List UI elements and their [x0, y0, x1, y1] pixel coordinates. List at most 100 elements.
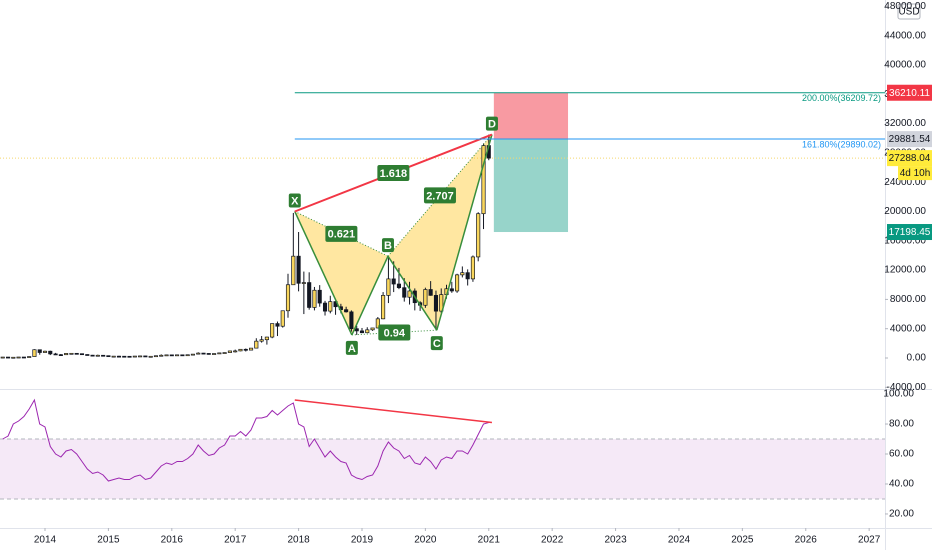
candle-body	[58, 354, 63, 356]
candle-body	[101, 354, 106, 357]
candle-body	[169, 354, 174, 357]
candle-body	[222, 352, 227, 354]
candle-body	[138, 355, 143, 358]
candle-body	[449, 288, 454, 292]
target-price-label: 17198.45	[889, 227, 931, 238]
point-label: C	[433, 338, 441, 350]
candle-body	[127, 355, 132, 358]
x-tick-label: 2021	[478, 535, 501, 546]
candle-body	[365, 329, 370, 334]
candle-body	[391, 278, 396, 285]
candle-body	[21, 356, 26, 359]
currency[interactable]: USD	[898, 7, 919, 18]
last-price-label-box	[887, 150, 932, 167]
candle-body	[481, 145, 486, 215]
candle-body	[201, 352, 206, 355]
stop-zone	[493, 92, 569, 140]
candle-body	[164, 354, 169, 357]
pattern-leg	[436, 134, 493, 331]
point-badge	[288, 193, 301, 208]
rsi-tick-label: 40.00	[889, 479, 914, 490]
countdown-box	[898, 166, 932, 181]
candle-body	[428, 289, 433, 296]
candle-body	[322, 302, 328, 312]
x-tick-label: 2016	[161, 535, 184, 546]
entry-price-label: 29881.54	[889, 134, 931, 145]
candle-body	[238, 348, 243, 352]
rsi-tick-label: 60.00	[889, 449, 914, 460]
point-label: X	[291, 195, 299, 207]
point-badge	[485, 116, 498, 131]
candle-body	[275, 323, 280, 327]
fib-level-label: 200.00%(36209.72)	[802, 93, 881, 103]
pattern-leg	[294, 211, 353, 336]
x-tick-label: 2015	[97, 535, 120, 546]
point-badge	[430, 336, 443, 351]
candle-body	[455, 274, 460, 292]
candle-body	[132, 355, 137, 358]
rsi-divergence	[294, 399, 493, 424]
point-badge	[345, 340, 358, 355]
candle-body	[291, 255, 296, 286]
candle-body	[317, 289, 322, 304]
candle-body	[212, 353, 217, 355]
candle-body	[143, 355, 148, 358]
x-tick-label: 2026	[795, 535, 818, 546]
candle-body	[423, 289, 428, 306]
candle-body	[175, 354, 180, 357]
candle-body	[439, 294, 444, 312]
y-tick-label: 48000.00	[884, 1, 926, 12]
candle-body	[381, 295, 386, 320]
x-tick-label: 2025	[731, 535, 754, 546]
candle-body	[285, 284, 291, 312]
candle-body	[296, 255, 301, 284]
candle-body	[233, 350, 238, 353]
candle-body	[11, 356, 16, 359]
candle-body	[280, 310, 285, 327]
candle-body	[307, 282, 312, 308]
ratio-badge	[423, 187, 456, 204]
candle-body	[248, 347, 254, 351]
point-label: A	[348, 343, 356, 355]
candle-body	[217, 352, 222, 355]
candle-body	[74, 352, 79, 355]
candle-body	[69, 352, 74, 355]
candle-body	[270, 323, 275, 338]
y-tick-label: 44000.00	[884, 30, 926, 41]
candle-body	[344, 309, 349, 313]
candle-body	[148, 355, 153, 358]
candle-body	[349, 311, 354, 330]
candle-body	[264, 336, 269, 341]
ratio-label: 0.94	[384, 327, 406, 339]
pattern-fill	[387, 134, 492, 331]
ratio-badge	[377, 165, 410, 182]
entry-price-label-box	[887, 131, 932, 148]
candle-body	[243, 348, 248, 351]
x-tick-label: 2014	[34, 535, 57, 546]
x-tick-label: 2019	[351, 535, 374, 546]
candle-body	[190, 353, 195, 356]
candle-body	[122, 355, 127, 358]
currency-box[interactable]	[897, 3, 921, 20]
ratio-label: 1.618	[380, 168, 408, 180]
ratio-badge	[325, 225, 358, 242]
y-tick-label: 16000.00	[884, 235, 926, 246]
candle-body	[465, 272, 470, 280]
candle-body	[470, 256, 475, 280]
candle-body	[312, 289, 317, 308]
candle-body	[359, 330, 365, 334]
rsi-tick-label: 80.00	[889, 419, 914, 430]
ratio-label: 0.621	[328, 229, 356, 241]
candle-body	[196, 352, 201, 355]
target-price-label-box	[887, 224, 932, 241]
candle-body	[32, 349, 37, 357]
candle-body	[396, 283, 401, 289]
point-badge	[381, 238, 394, 253]
y-tick-label: -4000.00	[887, 382, 927, 393]
target-zone	[493, 139, 569, 233]
candle-body	[402, 287, 407, 298]
candle-body	[259, 339, 264, 342]
pattern-leg	[387, 255, 438, 331]
pattern-leg	[351, 255, 389, 336]
rsi-band	[0, 439, 885, 499]
